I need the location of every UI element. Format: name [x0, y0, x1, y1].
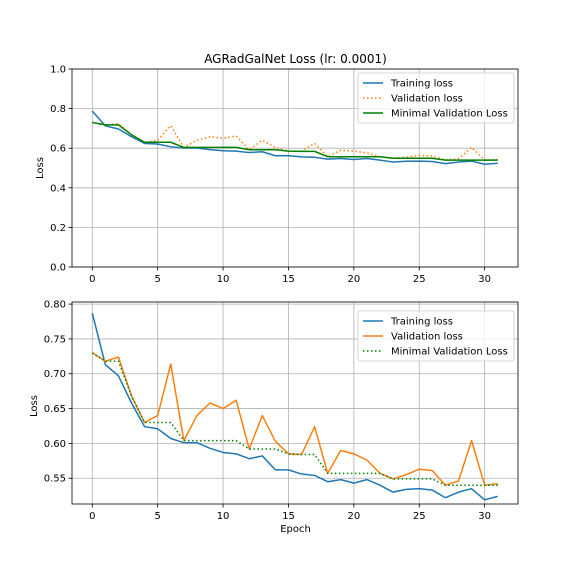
x-tick-label: 5 — [154, 274, 160, 285]
loss-chart-top: AGRadGalNet Loss (lr: 0.0001) Loss 0 5 10 1… — [35, 52, 519, 285]
x-tick-label: 10 — [217, 511, 230, 522]
legend-label: Training loss — [390, 79, 453, 90]
x-tick-label: 30 — [478, 511, 491, 522]
y-tick-label: 0.65 — [44, 404, 66, 415]
legend-label: Minimal Validation Loss — [391, 347, 508, 358]
legend-label: Validation loss — [391, 332, 463, 343]
x-tick-label: 0 — [89, 274, 95, 285]
y-tick-label: 0.2 — [50, 223, 66, 234]
x-tick-label: 10 — [217, 274, 230, 285]
y-tick-label: 0.55 — [44, 474, 66, 485]
chart-title: AGRadGalNet Loss (lr: 0.0001) — [204, 52, 387, 66]
x-axis-label: Epoch — [280, 524, 311, 535]
x-tick-label: 15 — [282, 274, 295, 285]
y-tick-label: 0.8 — [50, 104, 66, 115]
x-tick-label: 15 — [282, 511, 295, 522]
legend-label: Training loss — [390, 317, 453, 328]
y-tick-label: 0.4 — [50, 183, 66, 194]
x-tick-label: 25 — [413, 274, 426, 285]
legend-label: Validation loss — [391, 94, 463, 105]
series-line — [91, 352, 498, 486]
series-line — [91, 352, 498, 486]
x-tick-label: 30 — [478, 274, 491, 285]
y-tick-label: 0.70 — [44, 369, 66, 380]
legend-label: Minimal Validation Loss — [391, 109, 508, 120]
legend-box — [357, 310, 515, 362]
y-tick-label: 0.80 — [44, 300, 66, 311]
y-axis-label-top: Loss — [35, 157, 46, 179]
y-tick-label: 0.75 — [44, 334, 66, 345]
y-tick-label: 0.60 — [44, 439, 66, 450]
series-line — [91, 312, 498, 501]
x-tick-label: 20 — [347, 274, 360, 285]
x-tick-label: 25 — [413, 511, 426, 522]
y-tick-label: 0.6 — [50, 144, 66, 155]
x-tick-label: 20 — [347, 511, 360, 522]
y-axis-label-bottom: Loss — [29, 395, 40, 417]
series-line — [92, 121, 498, 161]
plot-frame — [71, 68, 519, 268]
series-line — [91, 110, 498, 165]
plot-frame — [71, 301, 519, 505]
y-tick-label: 0.0 — [50, 263, 66, 274]
y-tick-label: 1.0 — [50, 65, 66, 76]
x-tick-label: 0 — [89, 511, 95, 522]
loss-chart-bottom: Loss Epoch 0 5 10 15 20 25 30 0.55 0.60 0.65 0.70 0… — [29, 300, 519, 535]
legend-box — [357, 72, 515, 124]
x-tick-label: 5 — [154, 511, 160, 522]
